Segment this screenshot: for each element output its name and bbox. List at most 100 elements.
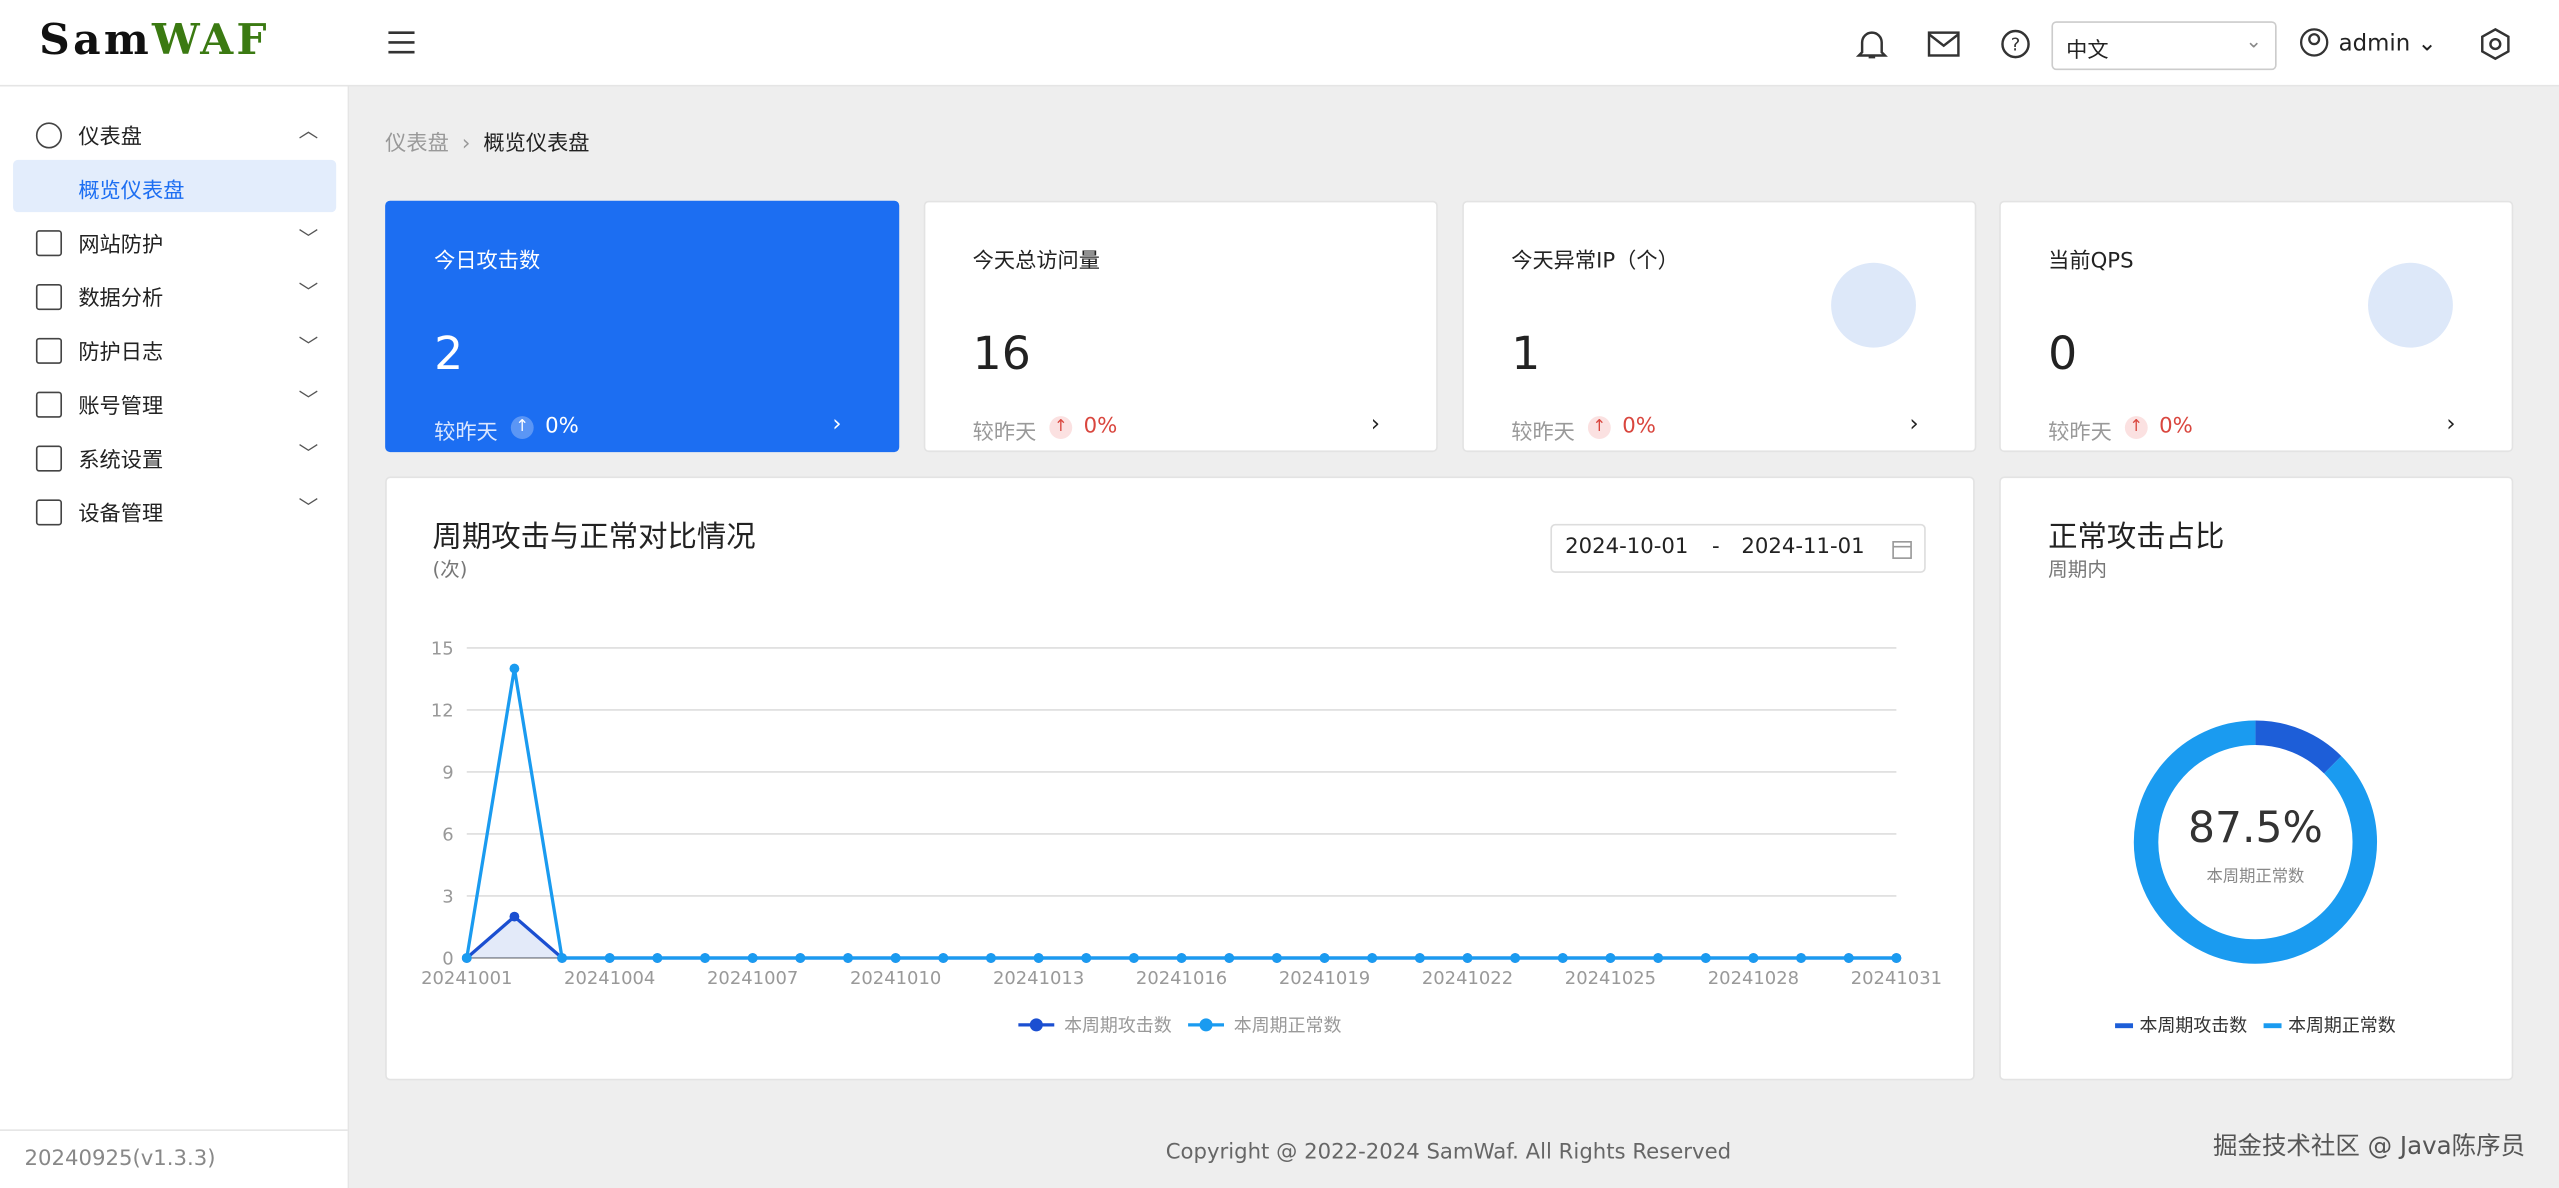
submenu-item[interactable]: 概览仪表盘 — [78, 179, 185, 204]
card-change: 0% — [2159, 414, 2193, 440]
point — [1081, 953, 1092, 963]
settings-icon[interactable] — [2479, 27, 2512, 61]
card-value: 1 — [1511, 326, 1541, 381]
card-change: 0% — [1083, 414, 1118, 440]
menu-icon — [35, 391, 63, 418]
center-value: 87.5% — [2188, 804, 2323, 853]
y-tick-label: 9 — [442, 762, 453, 783]
menu-icon — [35, 122, 63, 149]
menu-item[interactable]: 防护日志 — [78, 341, 164, 366]
donut-segment — [2255, 720, 2342, 774]
point — [652, 953, 663, 963]
x-tick-label: 20241010 — [850, 968, 941, 989]
point — [747, 953, 758, 963]
card-icon — [2368, 262, 2453, 348]
card-arrow: › — [832, 411, 842, 438]
logo[interactable]: SamWAF — [39, 16, 270, 65]
x-tick-label: 20241025 — [1565, 968, 1656, 989]
stat-card[interactable]: 今日攻击数 2 较昨天 ↑ 0% › — [385, 200, 900, 453]
line — [465, 914, 1897, 960]
stat-card[interactable]: 当前QPS 0 较昨天 ↑ 0% › — [1999, 200, 2514, 453]
line-chart-panel: 周期攻击与正常对比情况 (次) 2024-10-01-2024-11-01 — [385, 476, 1975, 1081]
menu-item[interactable]: 账号管理 — [78, 394, 164, 420]
y-tick-label: 15 — [431, 638, 454, 659]
point — [1176, 953, 1187, 963]
center-label: 本周期正常数 — [2206, 866, 2304, 885]
trend-icon: ↑ — [1587, 416, 1611, 440]
card-title: 今日攻击数 — [434, 249, 541, 275]
card-title: 今天异常IP（个） — [1511, 249, 1679, 275]
menu-icon — [35, 283, 63, 311]
menu-item-active — [13, 159, 337, 213]
point — [1891, 953, 1902, 963]
menu-item[interactable]: 数据分析 — [78, 287, 164, 312]
card-compare: 较昨天 — [434, 421, 498, 446]
point — [843, 953, 853, 963]
logo-suffix: WAF — [152, 16, 270, 66]
card-title: 今天总访问量 — [972, 249, 1100, 275]
point — [1748, 953, 1759, 963]
breadcrumb-item: 概览仪表盘 — [483, 132, 590, 157]
version: 20240925(v1.3.3) — [24, 1147, 216, 1172]
card-arrow: › — [1909, 411, 1919, 438]
point — [1129, 953, 1139, 963]
bell-icon[interactable] — [1855, 28, 1889, 61]
legend-label: 本周期攻击数 — [2140, 1015, 2248, 1036]
card-icon — [1831, 262, 1916, 348]
menu-item[interactable]: 系统设置 — [78, 448, 164, 474]
point — [1700, 953, 1711, 963]
stat-card[interactable]: 今天异常IP（个） 1 较昨天 ↑ 0% › — [1462, 200, 1977, 453]
logo-prefix: Sam — [39, 16, 153, 66]
menu-item[interactable]: 设备管理 — [78, 502, 164, 528]
mail-icon[interactable] — [1927, 31, 1960, 57]
card-arrow: › — [2446, 411, 2456, 438]
date-range-picker[interactable]: 2024-10-01-2024-11-01 — [1550, 523, 1926, 573]
menu-toggle[interactable] — [387, 29, 416, 55]
calendar-icon — [1892, 541, 1912, 559]
stat-card[interactable]: 今天总访问量 16 较昨天 ↑ 0% › — [923, 200, 1438, 453]
x-tick-label: 20241019 — [1279, 968, 1370, 989]
sidebar-divider — [0, 1129, 348, 1131]
point — [938, 953, 949, 963]
y-tick-label: 0 — [442, 949, 453, 970]
donut-segment — [2133, 720, 2378, 964]
card-value: 16 — [972, 326, 1031, 381]
point — [1271, 953, 1282, 963]
trend-icon: ↑ — [2124, 416, 2148, 440]
point — [1843, 953, 1854, 963]
point — [509, 663, 520, 674]
point — [1462, 953, 1473, 963]
point — [1653, 953, 1664, 963]
x-tick-label: 20241004 — [564, 968, 655, 989]
trend-icon: ↑ — [510, 416, 534, 440]
point — [890, 953, 901, 963]
point — [1224, 953, 1235, 963]
user-menu[interactable]: admin ⌄ — [2299, 28, 2437, 58]
sidebar — [0, 86, 350, 1188]
point — [604, 953, 615, 963]
language-select[interactable]: 中文 ⌄ — [2051, 21, 2277, 71]
card-compare: 较昨天 — [972, 421, 1037, 446]
date-start: 2024-10-01 — [1565, 535, 1689, 560]
user-icon — [2299, 28, 2329, 57]
footer: Copyright @ 2022-2024 SamWaf. All Rights… — [1165, 1140, 1732, 1166]
x-tick-label: 20241022 — [1422, 968, 1513, 989]
menu-item[interactable]: 仪表盘 — [78, 125, 143, 151]
legend-marker — [2115, 1023, 2134, 1029]
x-tick-label: 20241028 — [1708, 968, 1799, 989]
user-name: admin — [2338, 31, 2411, 58]
legend-marker — [2263, 1023, 2282, 1029]
area — [466, 916, 1897, 958]
chart-subtitle: 周期内 — [2048, 558, 2107, 581]
menu-item[interactable]: 网站防护 — [78, 233, 164, 258]
point — [1414, 953, 1425, 963]
menu-caret: ﹀ — [298, 496, 319, 519]
trend-icon: ↑ — [1049, 416, 1073, 440]
help-icon[interactable]: ? — [1999, 28, 2032, 61]
chart-subtitle: (次) — [432, 558, 468, 581]
legend-label: 本周期攻击数 — [1064, 1015, 1172, 1036]
x-tick-label: 20241031 — [1851, 968, 1942, 989]
breadcrumb-item[interactable]: 仪表盘 — [385, 132, 449, 157]
svg-text:?: ? — [2011, 35, 2021, 56]
